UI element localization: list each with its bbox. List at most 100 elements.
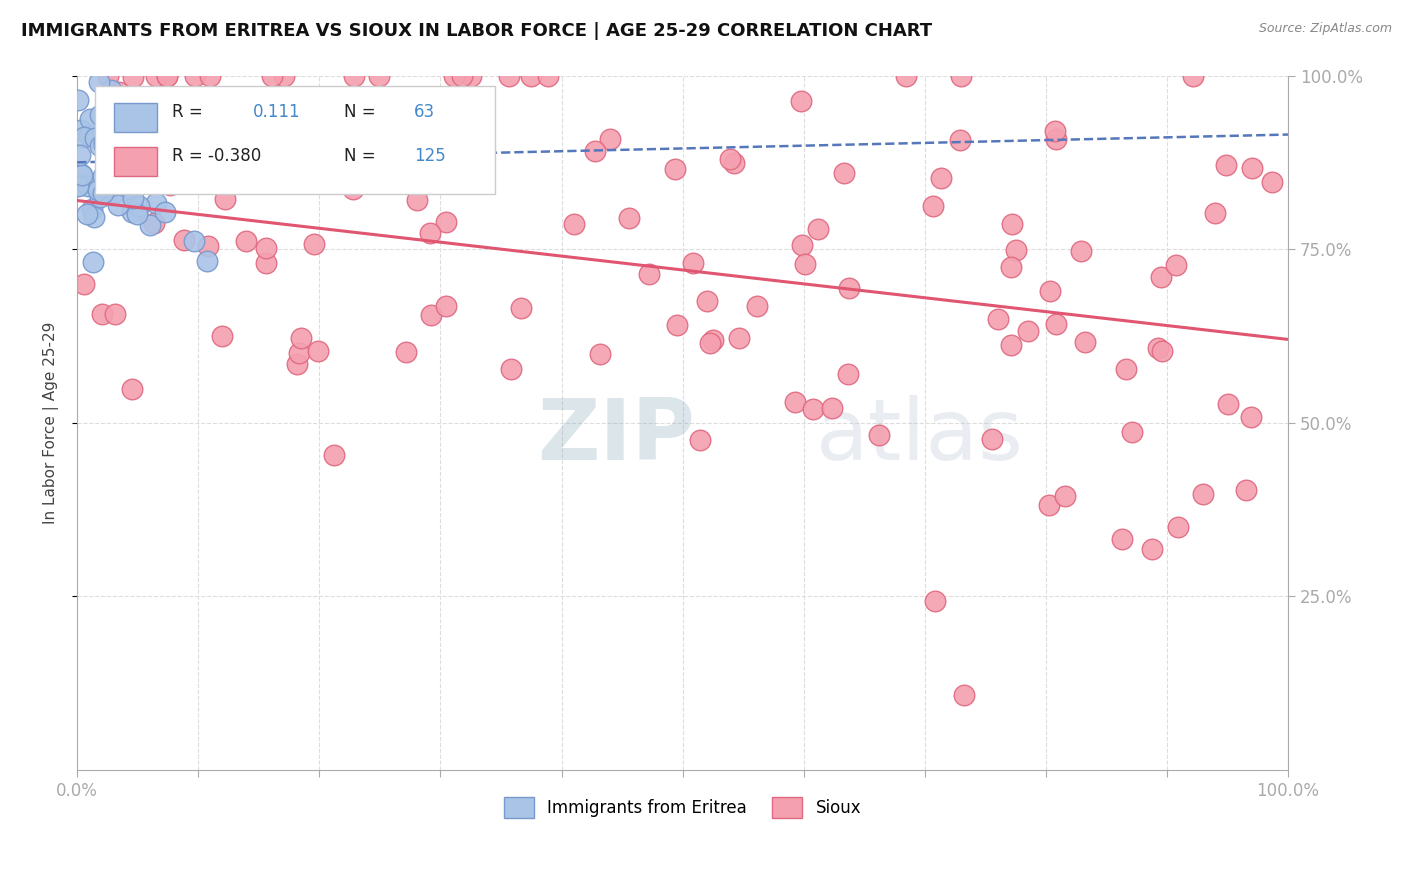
Point [1166, 258, 1188, 272]
Point [589, 347, 612, 361]
Point [122, 70, 145, 84]
Point [832, 165, 855, 179]
Point [790, 94, 813, 108]
Point [98, 145, 121, 159]
Point [97, 69, 120, 83]
Point [519, 69, 541, 83]
Point [1070, 244, 1092, 259]
Point [1192, 487, 1215, 501]
Point [93, 134, 115, 148]
Point [89, 108, 111, 122]
Point [262, 69, 284, 83]
Point [156, 69, 179, 83]
Point [69, 147, 91, 161]
Point [115, 150, 138, 164]
Point [145, 69, 167, 83]
Point [107, 198, 129, 212]
Point [723, 156, 745, 170]
Point [134, 154, 156, 169]
Point [124, 130, 146, 145]
Point [1215, 158, 1237, 172]
Point [292, 169, 315, 184]
Point [1140, 541, 1163, 556]
Point [83, 211, 105, 225]
Point [93, 138, 115, 153]
Point [460, 69, 482, 83]
Point [155, 204, 177, 219]
Point [128, 153, 150, 168]
Point [96, 125, 118, 139]
Point [91, 307, 114, 321]
Point [120, 181, 142, 195]
Point [70, 168, 93, 182]
Point [419, 226, 441, 240]
Point [128, 199, 150, 213]
Point [91, 186, 114, 201]
Point [73, 277, 96, 292]
Point [101, 121, 124, 136]
Point [67, 93, 90, 107]
Point [434, 299, 457, 313]
Point [84, 131, 107, 145]
Point [76, 207, 98, 221]
Point [207, 172, 229, 186]
Point [922, 199, 945, 213]
Point [1240, 409, 1263, 424]
Point [104, 307, 127, 321]
Point [73, 130, 96, 145]
Point [183, 159, 205, 173]
Point [136, 117, 159, 131]
Point [1147, 341, 1170, 355]
Point [89, 138, 111, 153]
Point [1039, 284, 1062, 298]
Point [104, 185, 127, 199]
Point [1001, 217, 1024, 231]
Point [121, 191, 143, 205]
Point [443, 143, 465, 157]
Point [949, 69, 972, 83]
FancyBboxPatch shape [114, 103, 157, 133]
Y-axis label: In Labor Force | Age 25-29: In Labor Force | Age 25-29 [44, 322, 59, 524]
Point [702, 334, 724, 348]
Point [1150, 270, 1173, 285]
Point [184, 69, 207, 83]
Text: N =: N = [343, 147, 375, 165]
Point [434, 215, 457, 229]
Point [1038, 499, 1060, 513]
Point [273, 69, 295, 83]
Point [77, 128, 100, 142]
Point [801, 401, 824, 416]
Point [1004, 243, 1026, 257]
Point [783, 395, 806, 409]
Point [82, 255, 104, 269]
Point [82, 202, 104, 217]
Point [460, 157, 482, 171]
Point [121, 382, 143, 396]
Point [343, 69, 366, 83]
Point [368, 69, 391, 83]
Point [195, 254, 218, 268]
Point [794, 257, 817, 271]
Point [254, 256, 277, 270]
Point [501, 362, 523, 376]
Point [467, 111, 489, 125]
Point [443, 69, 465, 83]
Point [89, 190, 111, 204]
Point [67, 179, 90, 194]
Point [94, 103, 117, 117]
Point [307, 343, 329, 358]
Point [69, 178, 91, 192]
Point [125, 207, 148, 221]
Point [664, 161, 686, 176]
Point [689, 433, 711, 447]
Text: 63: 63 [413, 103, 434, 121]
Point [395, 345, 418, 359]
Point [69, 167, 91, 181]
Text: IMMIGRANTS FROM ERITREA VS SIOUX IN LABOR FORCE | AGE 25-29 CORRELATION CHART: IMMIGRANTS FROM ERITREA VS SIOUX IN LABO… [21, 22, 932, 40]
Point [136, 115, 159, 129]
Point [304, 237, 326, 252]
Point [665, 318, 688, 333]
Point [1240, 161, 1263, 175]
Point [599, 132, 621, 146]
Legend: Immigrants from Eritrea, Sioux: Immigrants from Eritrea, Sioux [498, 790, 868, 824]
